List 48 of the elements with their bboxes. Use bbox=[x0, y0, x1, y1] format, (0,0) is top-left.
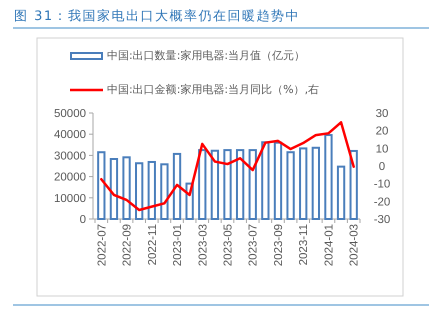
y-tick-label: 30000 bbox=[54, 150, 86, 162]
chart-title: 图 31：我国家电出口大概率仍在回暖趋势中 bbox=[14, 8, 300, 24]
bar bbox=[148, 160, 156, 220]
x-tick-label: 2022-07 bbox=[96, 224, 108, 266]
x-tick-label: 2022-11 bbox=[146, 224, 159, 266]
y2-tick-label: -30 bbox=[374, 214, 390, 226]
bar bbox=[110, 158, 118, 220]
bar bbox=[248, 149, 257, 220]
y2-tick-label: 10 bbox=[376, 143, 388, 156]
y2-tick-label: 0 bbox=[378, 161, 386, 173]
legend-label: 中国:出口数量:家用电器:当月值（亿元） bbox=[107, 48, 306, 64]
bar bbox=[286, 151, 295, 220]
bar bbox=[350, 150, 358, 220]
y-tick-label: 40000 bbox=[54, 129, 86, 142]
legend-label: 中国:出口金额:家用电器:当月同比（%）,右 bbox=[107, 82, 320, 98]
y-tick-label: 20000 bbox=[54, 172, 86, 184]
bar bbox=[160, 163, 169, 220]
bar bbox=[135, 162, 144, 220]
y2-tick-label: -10 bbox=[374, 178, 390, 191]
bar bbox=[97, 151, 106, 220]
line-series bbox=[100, 121, 355, 212]
bar bbox=[324, 134, 333, 220]
bar bbox=[172, 152, 182, 220]
y-tick-label: 50000 bbox=[54, 108, 86, 120]
bar bbox=[299, 147, 308, 220]
bar bbox=[122, 156, 131, 220]
x-tick-label: 2023-03 bbox=[197, 224, 210, 266]
x-tick-label: 2023-09 bbox=[272, 224, 285, 266]
bar bbox=[198, 149, 206, 220]
x-tick-label: 2022-09 bbox=[122, 224, 134, 266]
bar bbox=[274, 142, 282, 220]
bar bbox=[236, 149, 244, 220]
bar bbox=[223, 149, 232, 220]
bar bbox=[336, 166, 346, 220]
y-tick-label: 10000 bbox=[54, 192, 86, 205]
x-tick-label: 2024-01 bbox=[323, 224, 336, 266]
x-tick-label: 2023-07 bbox=[248, 224, 260, 266]
x-tick-label: 2023-11 bbox=[298, 224, 310, 266]
x-tick-label: 2024-03 bbox=[348, 224, 361, 266]
bar bbox=[210, 150, 220, 220]
y2-tick-label: 20 bbox=[376, 126, 388, 138]
y2-tick-label: -20 bbox=[374, 196, 390, 208]
x-tick-label: 2023-05 bbox=[222, 224, 234, 266]
bar bbox=[312, 146, 320, 220]
y2-tick-label: 30 bbox=[376, 108, 388, 120]
y-tick-label: 0 bbox=[80, 214, 86, 226]
x-tick-label: 2023-01 bbox=[172, 224, 184, 266]
bar bbox=[261, 141, 270, 220]
